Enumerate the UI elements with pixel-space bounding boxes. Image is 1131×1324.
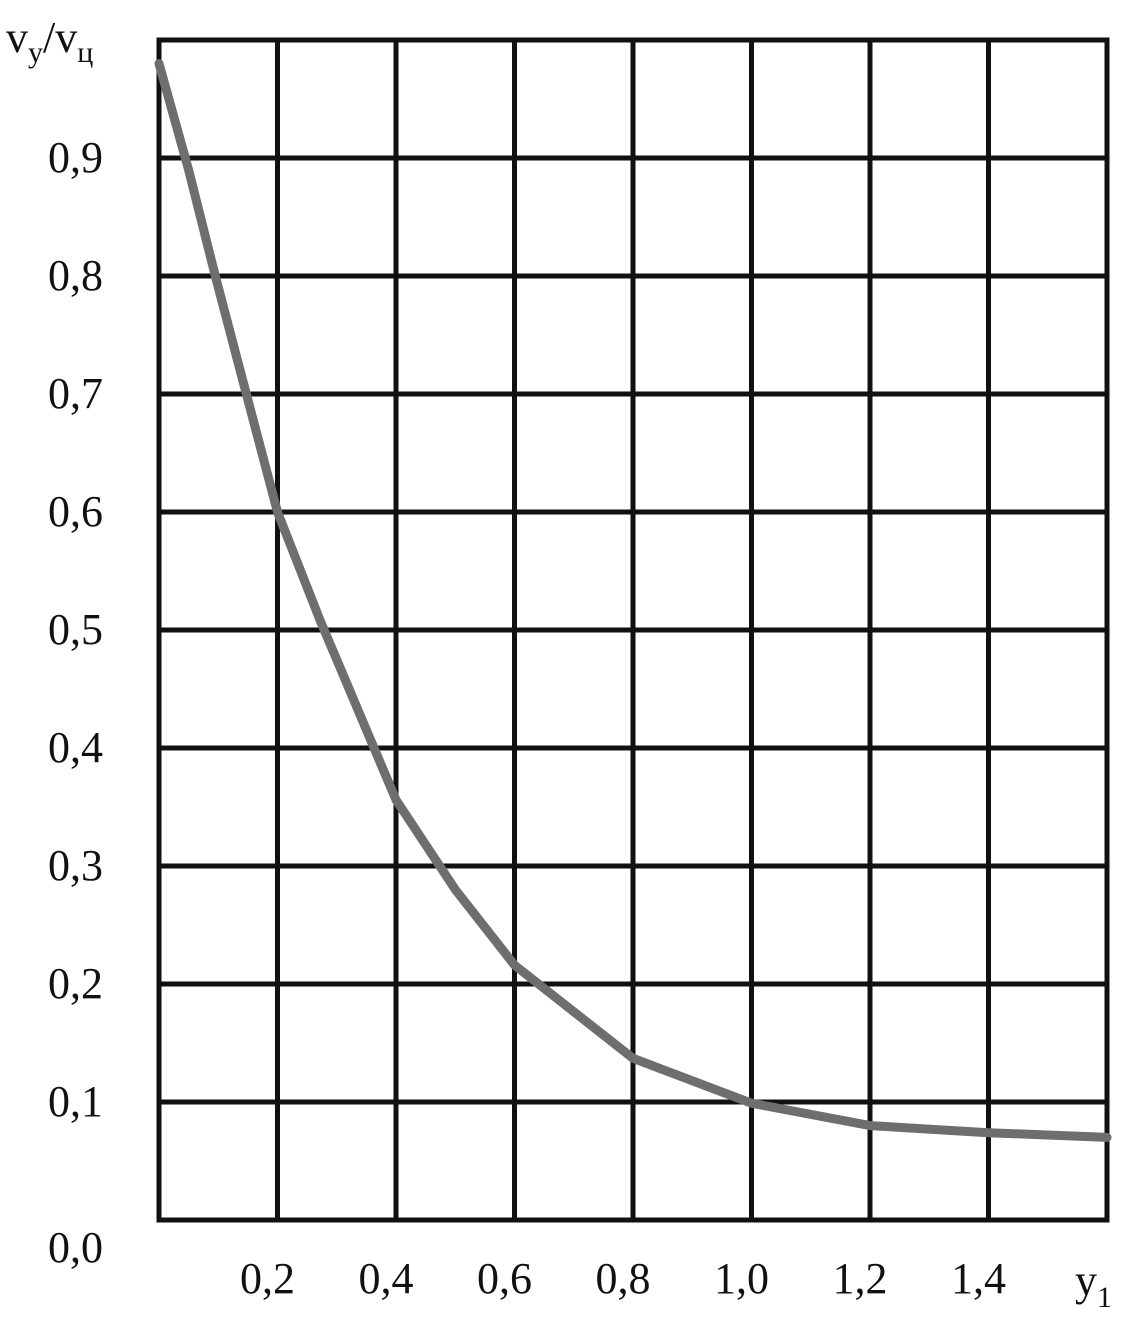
x-tick-label: 1,4 <box>951 1254 1006 1303</box>
x-tick-label: 0,8 <box>596 1254 651 1303</box>
x-label-part: y <box>1075 1256 1097 1305</box>
x-tick-label: 0,6 <box>477 1254 532 1303</box>
data-line <box>154 59 1112 1142</box>
y-tick-label: 0,6 <box>48 487 103 536</box>
y-axis-label: vу/vц <box>6 13 93 69</box>
y-tick-label: 0,2 <box>48 959 103 1008</box>
y-label-sub: ц <box>77 36 93 69</box>
y-label-sub: у <box>28 36 43 69</box>
x-tick-label: 0,2 <box>240 1254 295 1303</box>
y-tick-label: 0,4 <box>48 723 103 772</box>
x-tick-label: 1,0 <box>714 1254 769 1303</box>
y-tick-label: 0,9 <box>48 133 103 182</box>
x-label-sub: 1 <box>1097 1281 1112 1314</box>
y-tick-label: 0,7 <box>48 369 103 418</box>
y-label-part: /v <box>43 13 77 62</box>
x-tick-label: 1,2 <box>833 1254 888 1303</box>
y-tick-label: 0,8 <box>48 251 103 300</box>
y-label-part: v <box>6 13 28 62</box>
y-tick-label: 0,5 <box>48 605 103 654</box>
x-tick-label: 0,4 <box>359 1254 414 1303</box>
y-tick-label: 0,3 <box>48 841 103 890</box>
y-tick-label: 0,1 <box>48 1077 103 1126</box>
x-axis-label: y1 <box>1075 1256 1112 1314</box>
y-tick-label: 0,0 <box>48 1223 103 1272</box>
